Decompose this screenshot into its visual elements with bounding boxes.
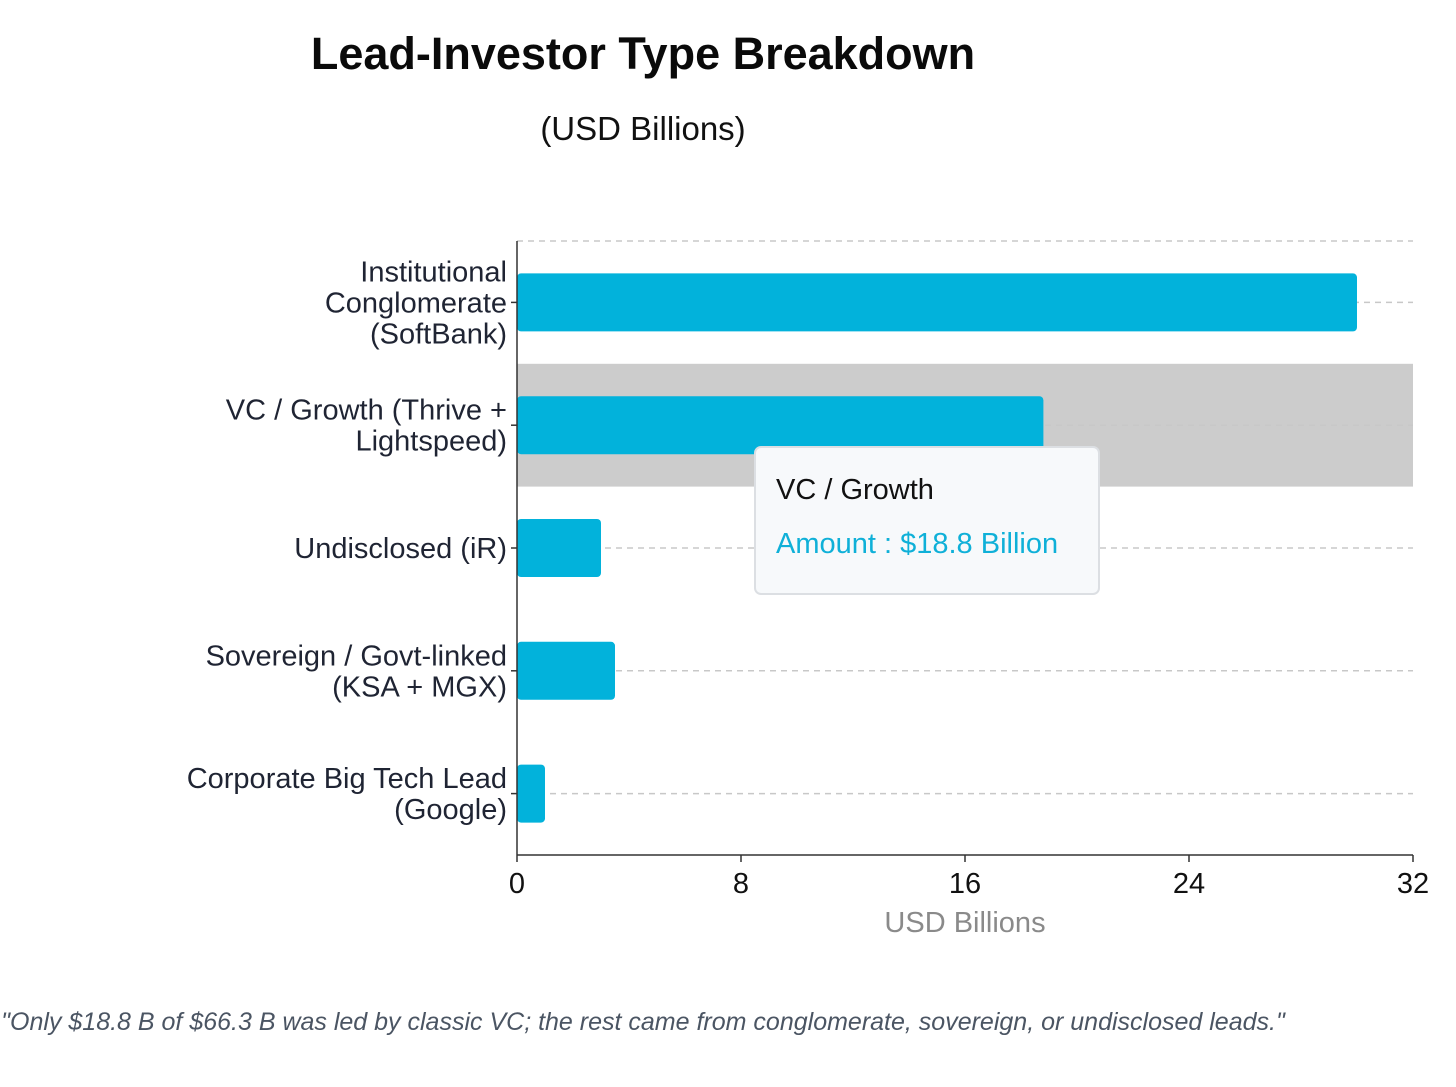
chart-caption: "Only $18.8 B of $66.3 B was led by clas… xyxy=(1,1008,1285,1036)
x-tick-label: 0 xyxy=(509,868,525,900)
y-tick-label: Corporate Big Tech Lead (Google) xyxy=(187,763,507,826)
chart-title: Lead-Investor Type Breakdown xyxy=(310,28,976,79)
x-tick-label: 8 xyxy=(733,868,749,900)
bar-chart[interactable]: Institutional Conglomerate (SoftBank) VC / … xyxy=(0,0,1456,980)
y-tick-label: Institutional Conglomerate (SoftBank) xyxy=(325,256,507,350)
bar[interactable] xyxy=(517,641,615,700)
chart-subtitle: (USD Billions) xyxy=(540,110,746,147)
bar[interactable] xyxy=(517,519,601,577)
x-tick-label: 24 xyxy=(1173,868,1205,900)
bar[interactable] xyxy=(517,273,1357,332)
x-axis-title: USD Billions xyxy=(884,907,1045,939)
x-tick-label: 16 xyxy=(949,868,981,900)
chart-tooltip: VC / Growth Amount : $18.8 Billion xyxy=(754,446,1100,595)
tooltip-title: VC / Growth xyxy=(776,474,934,506)
y-tick-label: VC / Growth (Thrive + Lightspeed) xyxy=(226,395,507,458)
y-tick-label: Sovereign / Govt-linked (KSA + MGX) xyxy=(206,640,507,703)
bar[interactable] xyxy=(517,396,1044,455)
y-tick-label: Undisclosed (iR) xyxy=(294,533,507,565)
bar[interactable] xyxy=(517,764,545,823)
x-tick-label: 32 xyxy=(1397,868,1429,900)
tooltip-value: Amount : $18.8 Billion xyxy=(776,528,1059,560)
